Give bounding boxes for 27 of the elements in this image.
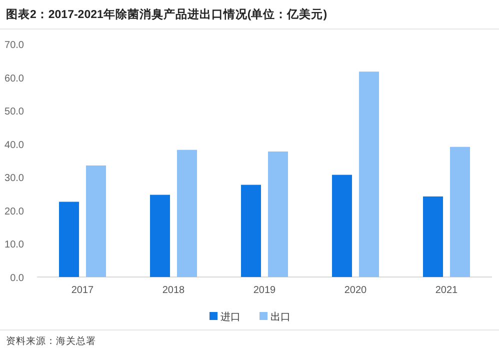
x-tick-label: 2017 [71,285,94,296]
y-tick-label: 40.0 [4,140,24,151]
bar [359,72,379,277]
bar [450,146,470,277]
bar [177,150,197,277]
bar [423,196,443,277]
y-tick-label: 60.0 [4,73,24,84]
x-tick-label: 2019 [253,285,276,296]
y-tick-label: 10.0 [4,240,24,251]
x-tick-label: 2020 [344,285,368,296]
legend-label: 出口 [270,311,290,323]
text: 资料来源：海关总署 [6,335,96,347]
chart-title: 图表2：2017-2021年除菌消臭产品进出口情况(单位：亿美元) [6,7,328,21]
bar [241,184,261,277]
y-tick-label: 20.0 [4,206,24,218]
bar [86,165,106,277]
bar [332,174,352,277]
y-tick-label: 0.0 [10,273,24,284]
y-tick-label: 70.0 [4,40,24,51]
legend-label: 进口 [220,311,240,323]
x-tick-label: 2018 [162,285,186,296]
bar [59,202,79,277]
bar [150,194,170,277]
x-tick-label: 2021 [435,285,458,296]
bar [268,152,288,277]
y-tick-label: 30.0 [4,173,24,184]
y-tick-label: 50.0 [4,106,24,118]
